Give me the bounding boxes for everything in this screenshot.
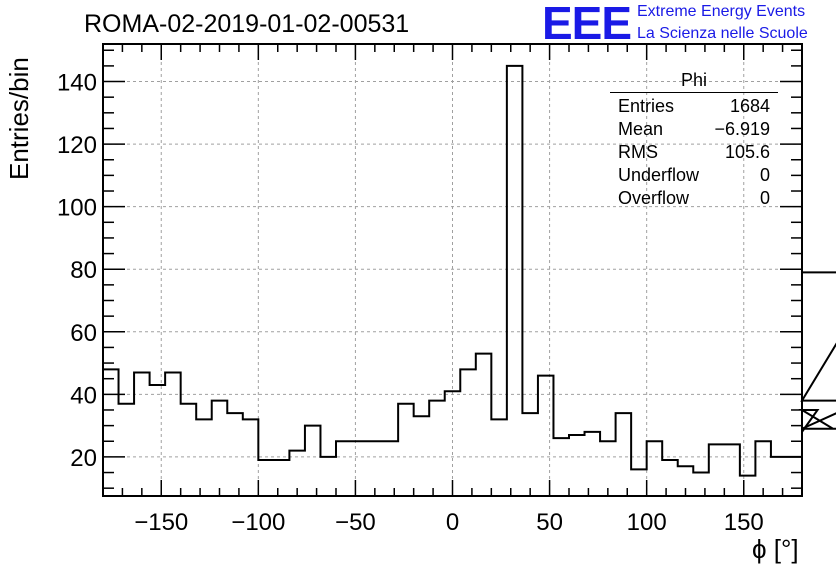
histogram-bin — [585, 432, 601, 496]
histogram-bin — [553, 438, 569, 496]
histogram-bin — [724, 444, 740, 496]
histogram-bin — [103, 369, 119, 496]
histogram-bin — [352, 441, 368, 496]
x-tick-label: 150 — [724, 509, 764, 536]
histogram-bin — [227, 413, 243, 496]
stats-label: Underflow — [618, 165, 700, 185]
stats-row: RMS 105.6 — [610, 141, 778, 164]
chart-title: ROMA-02-2019-01-02-00531 — [84, 10, 410, 38]
histogram-bin — [740, 476, 756, 496]
stats-value: 1684 — [729, 96, 770, 116]
histogram-bin — [134, 372, 150, 496]
histogram-bin — [755, 441, 771, 496]
histogram-bin — [383, 441, 399, 496]
stats-label: Overflow — [618, 188, 690, 208]
y-tick-label: 80 — [70, 257, 97, 284]
histogram-bin — [600, 441, 616, 496]
histogram-bin — [460, 369, 476, 496]
histogram-bin — [320, 457, 336, 496]
histogram-bin — [647, 441, 663, 496]
histogram-bin — [522, 413, 538, 496]
histogram-bin — [491, 419, 507, 496]
stats-title: Phi — [610, 70, 778, 93]
histogram-bin — [212, 401, 228, 496]
histogram-bin — [507, 66, 523, 496]
histogram-bin — [119, 404, 135, 496]
histogram-bin — [429, 401, 445, 496]
histogram-bin — [569, 435, 585, 496]
stats-row: Entries 1684 — [610, 95, 778, 118]
histogram-bin — [693, 473, 709, 496]
stats-label: Entries — [618, 96, 675, 116]
histogram-bin — [274, 460, 290, 496]
histogram-bin — [538, 376, 554, 496]
stats-value: −6.919 — [714, 119, 770, 139]
stats-row: Overflow 0 — [610, 187, 778, 210]
histogram-bin — [181, 404, 197, 496]
histogram-bin — [662, 460, 678, 496]
histogram-bin — [196, 419, 212, 496]
histogram-bin — [258, 460, 274, 496]
x-axis-label: ϕ [°] — [752, 534, 799, 564]
histogram-bin — [786, 457, 802, 496]
x-tick-label: −50 — [335, 509, 376, 536]
histogram-bin — [476, 354, 492, 496]
histogram-bin — [414, 416, 430, 496]
stats-value: 0 — [759, 165, 770, 185]
histogram-bin — [305, 426, 321, 496]
x-tick-label: 0 — [446, 509, 459, 536]
y-tick-label: 140 — [57, 70, 97, 97]
x-tick-label: 50 — [536, 509, 563, 536]
y-tick-label: 40 — [70, 382, 97, 409]
stats-box: Phi Entries 1684 Mean −6.919 RMS 105.6 U… — [610, 70, 778, 210]
histogram-bin — [771, 457, 787, 496]
x-tick-label: −100 — [231, 509, 285, 536]
histogram-bin — [631, 469, 647, 496]
y-tick-label: 60 — [70, 320, 97, 347]
y-axis-label: Entries/bin — [4, 57, 34, 180]
histogram-bin — [709, 444, 725, 496]
logo-line-2: La Scienza nelle Scuole — [637, 25, 808, 42]
y-tick-label: 120 — [57, 132, 97, 159]
histogram-bin — [398, 404, 414, 496]
stats-label: RMS — [618, 142, 658, 162]
histogram-bin — [165, 372, 181, 496]
eee-logo: EEE — [542, 0, 632, 49]
histogram-bin — [336, 441, 352, 496]
histogram-bin — [150, 385, 166, 496]
stats-row: Underflow 0 — [610, 164, 778, 187]
histogram-outline — [103, 64, 836, 477]
x-tick-label: 100 — [627, 509, 667, 536]
x-tick-label: −150 — [134, 509, 188, 536]
stats-value: 105.6 — [724, 142, 770, 162]
stats-row: Mean −6.919 — [610, 118, 778, 141]
histogram-bin — [616, 413, 632, 496]
stats-value: 0 — [759, 188, 770, 208]
logo-line-1: Extreme Energy Events — [637, 3, 806, 20]
histogram-bin — [243, 419, 259, 496]
y-tick-label: 100 — [57, 195, 97, 222]
histogram-bin — [367, 441, 383, 496]
y-tick-label: 20 — [70, 445, 97, 472]
stats-label: Mean — [618, 119, 664, 139]
